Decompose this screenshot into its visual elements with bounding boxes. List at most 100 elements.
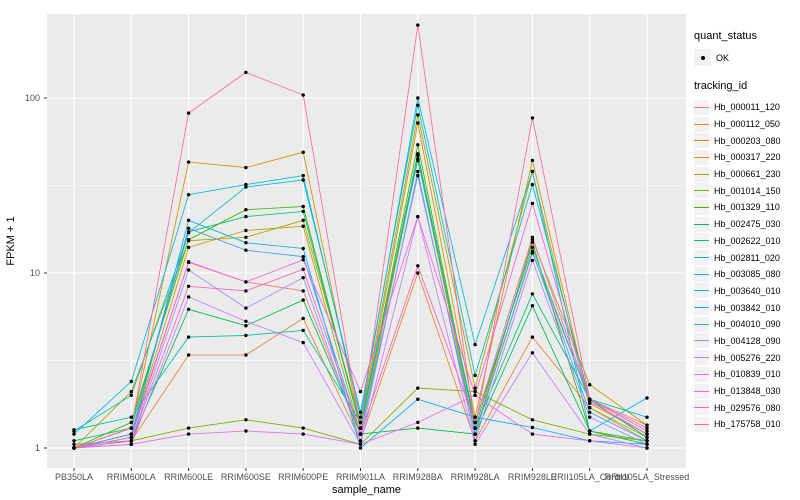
series-color-line-icon <box>694 290 709 292</box>
series-color-line-icon <box>694 407 709 409</box>
series-key-box <box>694 416 709 432</box>
data-point <box>645 446 649 450</box>
data-point <box>129 435 133 440</box>
data-point <box>530 116 535 120</box>
data-point <box>186 226 191 230</box>
x-tick-label: RRIM600SE <box>221 472 271 482</box>
tracking-id-key-list: Hb_000011_120 Hb_000112_050 Hb_000203_080 H… <box>694 99 798 433</box>
data-point <box>645 396 649 400</box>
series-key-label: Hb_001014_150 <box>714 185 781 196</box>
data-point <box>473 342 477 347</box>
data-point <box>301 150 305 154</box>
data-point <box>301 93 305 97</box>
x-tick-label: RRIM600LA <box>107 472 156 482</box>
x-tick-label: PB350LA <box>55 472 93 482</box>
series-color-line-icon <box>694 106 709 108</box>
data-point <box>530 304 535 308</box>
series-color-line-icon <box>694 223 709 225</box>
ok-point-icon <box>700 55 705 60</box>
data-point <box>530 249 535 253</box>
series-key-box <box>694 166 709 182</box>
data-point <box>186 335 191 339</box>
data-point <box>530 418 535 422</box>
y-tick-label: 1 <box>35 443 40 453</box>
series-key-box <box>694 133 709 149</box>
series-key-box <box>694 250 709 266</box>
data-point <box>416 214 420 219</box>
legend-item-Hb_002622_010: Hb_002622_010 <box>694 233 798 250</box>
x-tick-label: RRIM901LA <box>336 472 385 482</box>
data-point <box>473 393 477 397</box>
data-point <box>301 426 305 430</box>
series-key-box <box>694 183 709 199</box>
data-point <box>186 238 191 242</box>
data-point <box>645 415 649 419</box>
data-point <box>244 235 248 239</box>
data-point <box>645 432 649 436</box>
series-color-line-icon <box>694 357 709 359</box>
data-point <box>186 307 191 311</box>
x-tick-label: RRIM928LA <box>451 472 500 482</box>
series-key-label: Hb_000011_120 <box>714 102 780 113</box>
series-color-line-icon <box>694 140 709 142</box>
x-tick-label: RRII105LA_Control <box>551 472 629 482</box>
data-point <box>244 228 248 233</box>
data-point <box>416 420 420 425</box>
data-point <box>129 426 133 430</box>
series-key-box <box>694 199 709 215</box>
series-key-label: Hb_002622_010 <box>714 235 781 246</box>
data-point <box>473 386 477 390</box>
y-tick-label: 10 <box>30 268 40 278</box>
data-point <box>244 306 248 310</box>
series-key-box <box>694 400 709 416</box>
series-key-label: Hb_000112_050 <box>714 119 780 130</box>
data-point <box>530 240 535 244</box>
data-point <box>416 264 420 268</box>
x-axis-title: sample_name <box>332 484 401 496</box>
data-point <box>301 298 305 302</box>
data-point <box>358 415 363 419</box>
data-point <box>72 439 76 443</box>
data-point <box>186 160 191 164</box>
data-point <box>588 439 592 443</box>
data-point <box>473 426 477 430</box>
data-point <box>129 420 133 425</box>
data-point <box>186 353 191 357</box>
data-point <box>358 446 363 450</box>
data-point <box>186 193 191 197</box>
data-point <box>416 386 420 390</box>
series-color-line-icon <box>694 340 709 342</box>
data-point <box>301 224 305 228</box>
x-tick-label: RRIM600PE <box>278 472 328 482</box>
series-color-line-icon <box>694 373 709 375</box>
y-tick-label: 100 <box>25 93 40 103</box>
data-point <box>301 173 305 178</box>
series-key-box <box>694 383 709 399</box>
data-point <box>530 432 535 436</box>
series-key-label: Hb_003640_010 <box>714 285 781 296</box>
data-point <box>473 373 477 378</box>
series-color-line-icon <box>694 307 709 309</box>
data-point <box>244 289 248 293</box>
data-point <box>588 406 592 410</box>
series-key-label: Hb_003842_010 <box>714 302 781 313</box>
legend-item-Hb_002475_030: Hb_002475_030 <box>694 216 798 233</box>
legend-item-Hb_013848_030: Hb_013848_030 <box>694 383 798 400</box>
data-point <box>244 429 248 433</box>
data-point <box>129 442 133 446</box>
data-point <box>186 111 191 115</box>
data-point <box>129 393 133 397</box>
data-point <box>358 420 363 425</box>
data-point <box>530 182 535 187</box>
series-key-label: Hb_029576_080 <box>714 402 781 413</box>
data-point <box>72 432 76 436</box>
data-point <box>244 185 248 189</box>
data-point <box>530 258 535 263</box>
data-point <box>129 389 133 394</box>
x-tick-label: RRIM600LE <box>164 472 213 482</box>
data-point <box>301 432 305 436</box>
series-key-label: Hb_000661_230 <box>714 169 781 180</box>
series-key-box <box>694 350 709 366</box>
data-point <box>416 152 420 156</box>
series-key-box <box>694 316 709 332</box>
